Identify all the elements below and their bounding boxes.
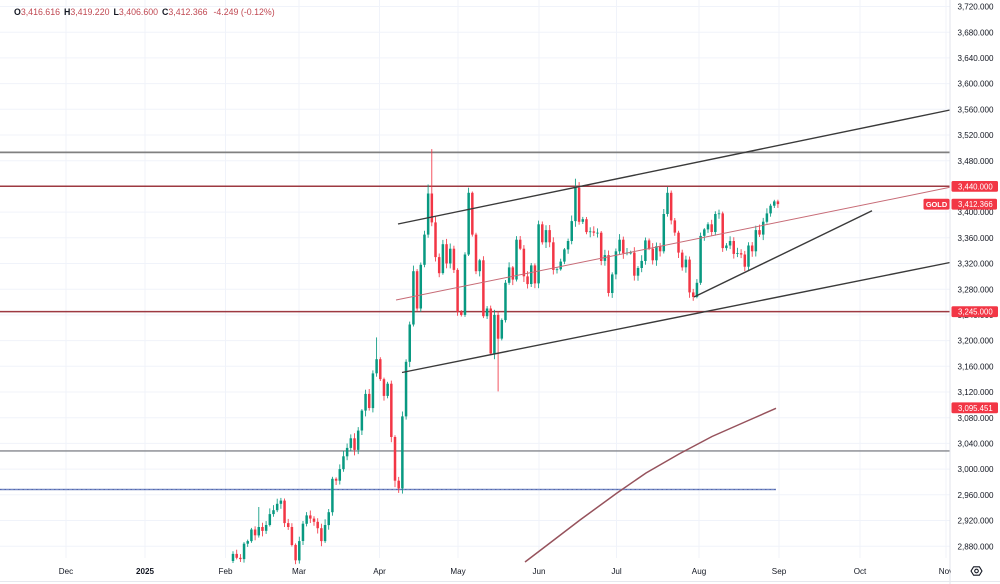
svg-text:3,412.366: 3,412.366 xyxy=(958,200,993,209)
svg-text:3,040.000: 3,040.000 xyxy=(958,440,995,449)
svg-text:Jun: Jun xyxy=(532,567,545,576)
svg-text:3,400.000: 3,400.000 xyxy=(958,208,995,217)
svg-text:May: May xyxy=(450,567,466,576)
svg-text:3,360.000: 3,360.000 xyxy=(958,234,995,243)
svg-text:Apr: Apr xyxy=(373,567,386,576)
svg-text:3,440.000: 3,440.000 xyxy=(958,182,993,191)
svg-text:Mar: Mar xyxy=(292,567,306,576)
svg-text:3,000.000: 3,000.000 xyxy=(958,465,995,474)
svg-text:3,245.000: 3,245.000 xyxy=(958,308,993,317)
svg-text:3,200.000: 3,200.000 xyxy=(958,337,995,346)
svg-text:Jul: Jul xyxy=(611,567,622,576)
svg-text:2,960.000: 2,960.000 xyxy=(958,491,995,500)
svg-text:Aug: Aug xyxy=(692,567,706,576)
svg-text:3,320.000: 3,320.000 xyxy=(958,260,995,269)
svg-text:Feb: Feb xyxy=(219,567,233,576)
svg-text:3,120.000: 3,120.000 xyxy=(958,388,995,397)
svg-text:3,520.000: 3,520.000 xyxy=(958,131,995,140)
svg-text:GOLD: GOLD xyxy=(926,200,948,209)
svg-text:3,080.000: 3,080.000 xyxy=(958,414,995,423)
svg-text:Nov: Nov xyxy=(939,567,954,576)
svg-text:3,680.000: 3,680.000 xyxy=(958,28,995,37)
svg-text:3,095.451: 3,095.451 xyxy=(958,404,993,413)
svg-text:3,600.000: 3,600.000 xyxy=(958,80,995,89)
svg-text:3,280.000: 3,280.000 xyxy=(958,285,995,294)
svg-text:Sep: Sep xyxy=(772,567,787,576)
svg-text:3,160.000: 3,160.000 xyxy=(958,362,995,371)
svg-text:Oct: Oct xyxy=(854,567,867,576)
svg-text:3,640.000: 3,640.000 xyxy=(958,54,995,63)
svg-text:3,480.000: 3,480.000 xyxy=(958,157,995,166)
svg-text:2025: 2025 xyxy=(136,567,155,576)
svg-text:3,720.000: 3,720.000 xyxy=(958,3,995,12)
svg-text:2,920.000: 2,920.000 xyxy=(958,517,995,526)
svg-text:3,560.000: 3,560.000 xyxy=(958,105,995,114)
svg-text:Dec: Dec xyxy=(59,567,73,576)
svg-text:2,880.000: 2,880.000 xyxy=(958,542,995,551)
